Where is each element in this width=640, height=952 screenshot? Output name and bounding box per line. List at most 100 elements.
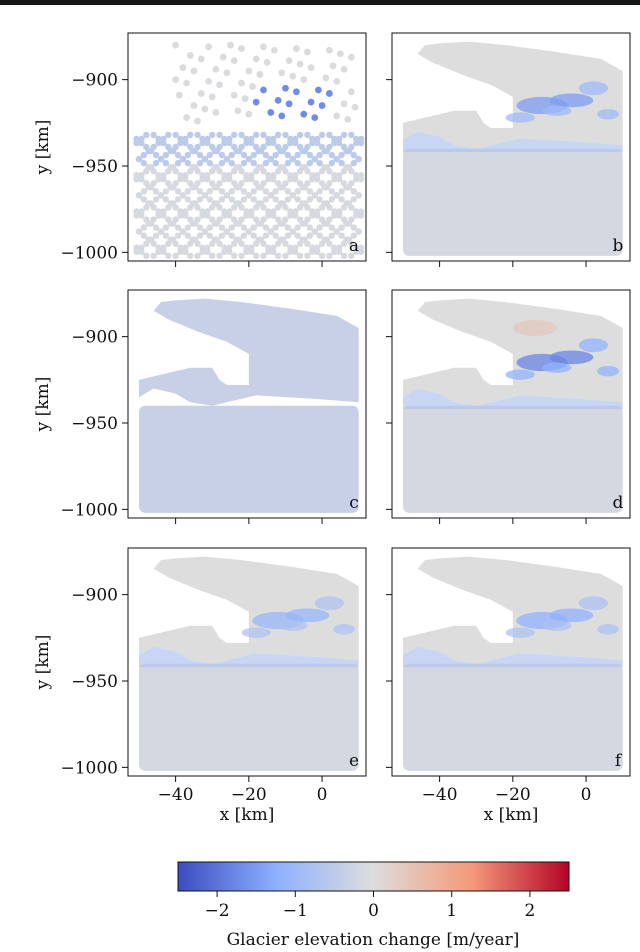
y-tick-label: −950 — [71, 414, 118, 434]
panel-a: a — [127, 32, 367, 262]
track-point — [262, 151, 270, 159]
track-point — [157, 155, 165, 163]
track-point — [270, 176, 277, 183]
track-point — [245, 67, 253, 75]
track-point — [233, 163, 240, 171]
track-point — [155, 172, 162, 179]
track-point — [318, 180, 326, 187]
track-point — [284, 196, 292, 203]
track-point — [230, 240, 238, 247]
track-point — [240, 159, 248, 167]
track-point — [204, 244, 211, 251]
track-point — [140, 232, 148, 239]
track-point — [196, 151, 204, 159]
track-point — [274, 131, 282, 139]
track-point — [138, 208, 145, 215]
track-point — [197, 90, 205, 97]
track-point — [162, 188, 170, 195]
track-point — [221, 172, 228, 179]
track-point — [333, 112, 341, 120]
track-point — [201, 192, 209, 199]
track-point — [162, 151, 170, 159]
track-point — [235, 200, 243, 207]
track-point — [206, 232, 213, 239]
track-point — [296, 60, 304, 68]
track-point — [340, 204, 348, 211]
track-point — [340, 65, 348, 73]
axes-group: −900 −950 −1000 y [km] −900 −950 −1000 y [km] −9… — [33, 71, 591, 825]
track-point — [304, 131, 311, 139]
track-point — [165, 131, 172, 139]
track-point — [340, 131, 348, 139]
hotspot — [505, 627, 535, 638]
track-point — [218, 188, 226, 195]
y-tick-label: −900 — [71, 71, 118, 91]
hotspot — [578, 81, 609, 96]
track-point — [331, 172, 338, 179]
track-point — [235, 184, 243, 191]
track-point — [184, 151, 192, 159]
track-point — [172, 131, 179, 139]
track-point — [289, 192, 296, 199]
track-point — [199, 212, 206, 219]
track-point — [250, 224, 257, 231]
track-point — [257, 236, 265, 243]
track-point — [313, 176, 321, 183]
track-point — [252, 143, 260, 151]
track-point — [138, 244, 145, 251]
warm-patch — [512, 320, 557, 336]
track-point — [199, 135, 206, 143]
track-point — [294, 232, 301, 239]
track-point — [228, 159, 235, 167]
track-point — [240, 232, 248, 239]
track-point — [353, 212, 360, 219]
track-point — [150, 252, 157, 260]
track-point — [296, 252, 304, 260]
track-point — [145, 220, 152, 227]
elevation-field — [402, 663, 623, 771]
hotspot — [505, 369, 535, 380]
track-point — [186, 52, 194, 59]
track-point — [187, 252, 194, 260]
track-point — [348, 167, 355, 175]
track-point — [152, 159, 160, 167]
track-point — [274, 143, 282, 151]
track-point — [301, 236, 309, 243]
track-point — [133, 172, 140, 179]
hotspot — [542, 105, 572, 116]
track-point — [338, 224, 345, 231]
track-point — [223, 228, 231, 235]
track-point — [335, 176, 343, 183]
panel-frame — [391, 32, 631, 262]
track-point — [282, 252, 289, 260]
track-point — [165, 252, 172, 260]
track-point — [278, 112, 286, 120]
track-point — [140, 159, 148, 167]
track-point — [313, 244, 321, 251]
track-point — [315, 86, 322, 94]
track-point — [165, 204, 172, 211]
track-point — [299, 220, 306, 227]
track-point — [265, 172, 272, 179]
panel-e: e — [127, 547, 367, 777]
panel-letter: c — [349, 493, 359, 513]
track-point — [279, 147, 287, 155]
track-point — [196, 196, 204, 203]
colorbar-tick-label: 1 — [446, 901, 457, 921]
track-point — [228, 151, 235, 159]
track-point — [196, 159, 204, 167]
track-point — [267, 109, 275, 116]
track-point — [234, 107, 242, 115]
track-point — [289, 72, 297, 80]
track-point — [335, 139, 343, 147]
track-point — [184, 232, 192, 239]
track-point — [323, 147, 331, 155]
track-point — [189, 163, 196, 171]
track-point — [197, 55, 205, 63]
track-point — [294, 151, 301, 159]
track-point — [279, 200, 287, 207]
track-point — [311, 114, 319, 122]
track-point — [257, 200, 265, 207]
track-point — [301, 184, 309, 191]
track-point — [133, 135, 140, 143]
